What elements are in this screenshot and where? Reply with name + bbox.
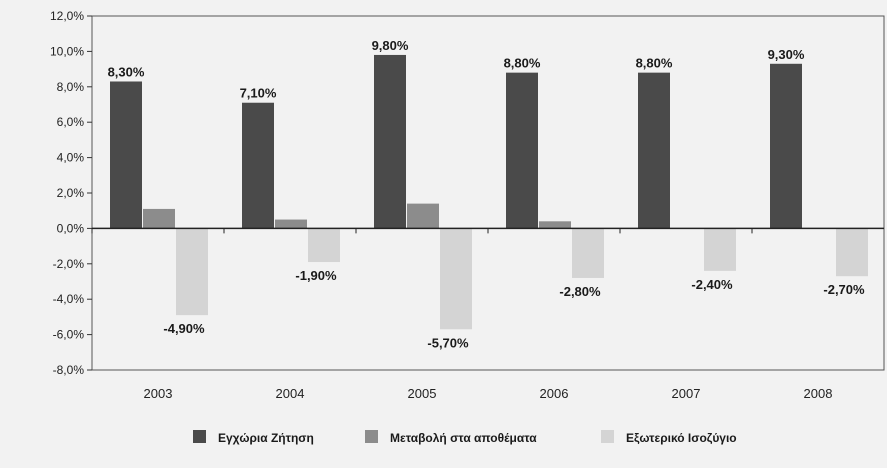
bar-Εξωτερικό-Ισοζύγιο-2003 [176, 228, 208, 316]
x-category-label: 2005 [408, 386, 437, 401]
data-label: 8,80% [504, 56, 541, 71]
y-tick-label: -6,0% [53, 328, 85, 342]
y-axis: 12,0% 10,0% 8,0% 6,0% 4,0% 2,0% 0,0% -2,0% -4,0%… [50, 9, 92, 377]
legend-swatch [365, 430, 378, 443]
plot-area [91, 15, 885, 371]
data-label: 9,80% [372, 38, 409, 53]
bar-Εξωτερικό-Ισοζύγιο-2004 [308, 228, 340, 263]
x-category-label: 2007 [672, 386, 701, 401]
y-tick-label: 12,0% [50, 9, 84, 23]
legend-label: Μεταβολή στα αποθέματα [390, 431, 537, 445]
bar-Εξωτερικό-Ισοζύγιο-2006 [572, 228, 604, 278]
bar-Μεταβολή-στα-αποθέματα-2004 [275, 219, 307, 229]
data-label: -5,70% [427, 335, 469, 350]
data-label: 9,30% [768, 47, 805, 62]
bar-Εξωτερικό-Ισοζύγιο-2008 [836, 228, 868, 277]
bar-Μεταβολή-στα-αποθέματα-2003 [143, 208, 175, 229]
legend-swatch [601, 430, 614, 443]
y-tick-label: 10,0% [50, 44, 84, 58]
data-label: -4,90% [163, 321, 205, 336]
data-label: -2,80% [559, 284, 601, 299]
legend: Εγχώρια Ζήτηση Μεταβολή στα αποθέματα Εξωτ… [193, 430, 737, 445]
x-category-label: 2008 [804, 386, 833, 401]
data-label: -2,40% [691, 277, 733, 292]
legend-swatch [193, 430, 206, 443]
bar-Εγχώρια-Ζήτηση-2004 [242, 102, 274, 229]
y-tick-label: 2,0% [57, 186, 85, 200]
bar-Εγχώρια-Ζήτηση-2006 [506, 72, 538, 229]
data-label: -1,90% [295, 268, 337, 283]
legend-label: Εξωτερικό Ισοζύγιο [626, 431, 737, 445]
y-tick-label: 4,0% [57, 151, 85, 165]
y-tick-label: 8,0% [57, 80, 85, 94]
legend-label: Εγχώρια Ζήτηση [218, 431, 314, 445]
bar-Εξωτερικό-Ισοζύγιο-2007 [704, 228, 736, 271]
data-label: 8,30% [108, 64, 145, 79]
y-tick-label: 0,0% [57, 221, 85, 235]
bar-Εγχώρια-Ζήτηση-2008 [770, 63, 802, 229]
data-labels: 8,30% -4,90% 7,10% -1,90% 9,80% -5,70% 8,80% -2… [108, 38, 865, 350]
bars-group [110, 54, 868, 330]
y-tick-label: -2,0% [53, 257, 85, 271]
y-tick-label: 6,0% [57, 115, 85, 129]
bar-Εγχώρια-Ζήτηση-2005 [374, 54, 406, 229]
bar-Μεταβολή-στα-αποθέματα-2006 [539, 221, 571, 229]
bar-Εγχώρια-Ζήτηση-2007 [638, 72, 670, 229]
x-category-label: 2006 [540, 386, 569, 401]
bar-Εγχώρια-Ζήτηση-2003 [110, 81, 142, 229]
y-tick-label: -8,0% [53, 363, 85, 377]
x-category-label: 2004 [276, 386, 305, 401]
data-label: 8,80% [636, 56, 673, 71]
y-tick-label: -4,0% [53, 292, 85, 306]
x-axis: 2003 2004 2005 2006 2007 2008 [91, 227, 884, 401]
x-category-label: 2003 [144, 386, 173, 401]
bar-Μεταβολή-στα-αποθέματα-2005 [407, 203, 439, 229]
data-label: 7,10% [240, 86, 277, 101]
bar-Εξωτερικό-Ισοζύγιο-2005 [440, 228, 472, 330]
data-label: -2,70% [823, 282, 865, 297]
